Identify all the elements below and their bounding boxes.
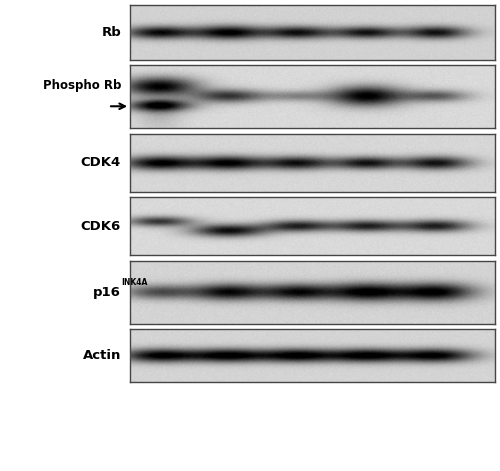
Text: H358: H358 xyxy=(220,0,254,2)
Text: Actin: Actin xyxy=(82,349,121,362)
Text: A549: A549 xyxy=(150,0,184,2)
Text: PC14: PC14 xyxy=(428,0,462,2)
Text: p16: p16 xyxy=(93,285,121,299)
Text: H23: H23 xyxy=(358,0,387,2)
Text: INK4A: INK4A xyxy=(122,277,148,286)
Text: CDK6: CDK6 xyxy=(81,219,121,233)
Text: Rb: Rb xyxy=(102,25,121,39)
Text: CDK4: CDK4 xyxy=(81,156,121,170)
Text: SKLU-1: SKLU-1 xyxy=(288,0,334,2)
Text: Phospho Rb: Phospho Rb xyxy=(42,79,121,91)
